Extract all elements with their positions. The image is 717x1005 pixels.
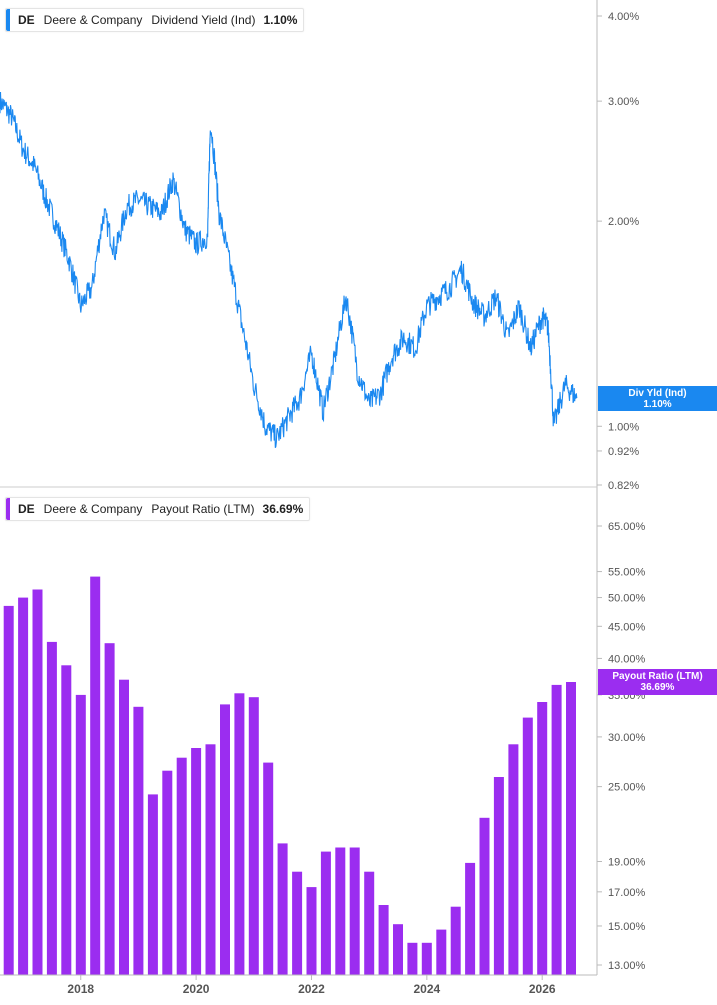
bottom-ytick-label: 17.00% [608, 887, 646, 899]
top-legend-swatch [6, 9, 10, 31]
payout-bar [3, 605, 14, 975]
top-tag-label: Div Yld (Ind) [628, 388, 687, 399]
payout-bar [176, 757, 187, 975]
bottom-ytick-label: 65.00% [608, 521, 646, 533]
payout-bar [277, 843, 288, 975]
x-tick-label: 2020 [183, 982, 210, 996]
top-ytick-label: 0.82% [608, 480, 639, 492]
payout-bar [292, 871, 303, 975]
bottom-ytick-label: 25.00% [608, 782, 646, 794]
top-legend-company: Deere & Company [43, 13, 143, 27]
x-tick-label: 2018 [67, 982, 94, 996]
payout-bar [407, 942, 418, 975]
top-legend-ticker: DE [18, 13, 35, 27]
bottom-ytick-label: 30.00% [608, 732, 646, 744]
payout-bar [393, 924, 403, 975]
bottom-legend-metric: Payout Ratio (LTM) [151, 502, 255, 516]
bottom-legend-value: 36.69% [262, 502, 304, 516]
payout-bar [147, 794, 158, 975]
payout-bar [104, 643, 115, 975]
bottom-legend[interactable]: DE Deere & Company Payout Ratio (LTM) 36… [5, 497, 311, 521]
top-ytick-label: 1.00% [608, 421, 639, 433]
top-legend[interactable]: DE Deere & Company Dividend Yield (Ind) … [5, 8, 305, 32]
top-ytick-label: 0.92% [608, 446, 639, 458]
top-value-tag: Div Yld (Ind) 1.10% [598, 386, 717, 411]
top-legend-metric: Dividend Yield (Ind) [151, 13, 256, 27]
payout-bar [61, 665, 72, 975]
payout-bar [119, 679, 129, 975]
bottom-ytick-label: 13.00% [608, 960, 646, 972]
bottom-ytick-label: 40.00% [608, 653, 646, 665]
bottom-legend-company: Deere & Company [43, 502, 143, 516]
payout-bar [335, 847, 346, 975]
payout-bar [306, 887, 317, 975]
payout-bar [162, 770, 173, 975]
bottom-tag-value: 36.69% [640, 682, 675, 693]
bottom-tag-label: Payout Ratio (LTM) [612, 671, 703, 682]
payout-bar [75, 694, 86, 975]
top-panel: 4.00% 3.00% 2.00% 1.00% 0.92% 0.82% [0, 11, 639, 492]
payout-bar [537, 702, 548, 975]
x-axis: 2018 2020 2022 2024 2026 [67, 975, 556, 996]
payout-bar [234, 693, 245, 975]
x-tick-label: 2024 [413, 982, 440, 996]
payout-bar [566, 682, 576, 975]
top-ytick-label: 3.00% [608, 96, 639, 108]
payout-bar [263, 762, 274, 975]
bottom-ytick-label: 45.00% [608, 621, 646, 633]
bottom-ytick-label: 50.00% [608, 593, 646, 605]
payout-bar [32, 589, 43, 975]
payout-bar [522, 717, 533, 975]
payout-bar [349, 847, 360, 975]
payout-bar [465, 862, 476, 975]
bottom-ytick-label: 15.00% [608, 921, 646, 933]
top-ytick-label: 4.00% [608, 11, 639, 23]
payout-bar [364, 871, 375, 975]
bottom-ytick-label: 19.00% [608, 856, 646, 868]
payout-bar [320, 851, 331, 975]
payout-bar [248, 697, 259, 975]
payout-bar [378, 905, 389, 975]
payout-bar [450, 906, 461, 975]
top-tag-value: 1.10% [643, 399, 672, 410]
top-ytick-label: 2.00% [608, 216, 639, 228]
x-tick-label: 2026 [529, 982, 556, 996]
payout-bar [421, 942, 432, 975]
bottom-ytick-label: 55.00% [608, 567, 646, 579]
payout-bar [205, 744, 216, 975]
payout-bar [436, 929, 447, 975]
payout-bar [133, 706, 144, 975]
bottom-panel: 65.00%55.00%50.00%45.00%40.00%35.00%30.0… [3, 521, 646, 975]
payout-bar [493, 777, 504, 975]
payout-bar [18, 597, 29, 975]
dividend-yield-line [0, 91, 578, 449]
payout-bar [46, 641, 57, 975]
x-tick-label: 2022 [298, 982, 325, 996]
bottom-value-tag: Payout Ratio (LTM) 36.69% [598, 669, 717, 695]
payout-bar [220, 704, 230, 975]
top-legend-value: 1.10% [263, 13, 298, 27]
bottom-legend-ticker: DE [18, 502, 35, 516]
payout-bar [508, 744, 519, 975]
bottom-legend-swatch [6, 498, 10, 520]
payout-bar [551, 684, 562, 975]
payout-bar [479, 817, 490, 975]
payout-bar [90, 576, 101, 975]
payout-bar [191, 748, 202, 975]
